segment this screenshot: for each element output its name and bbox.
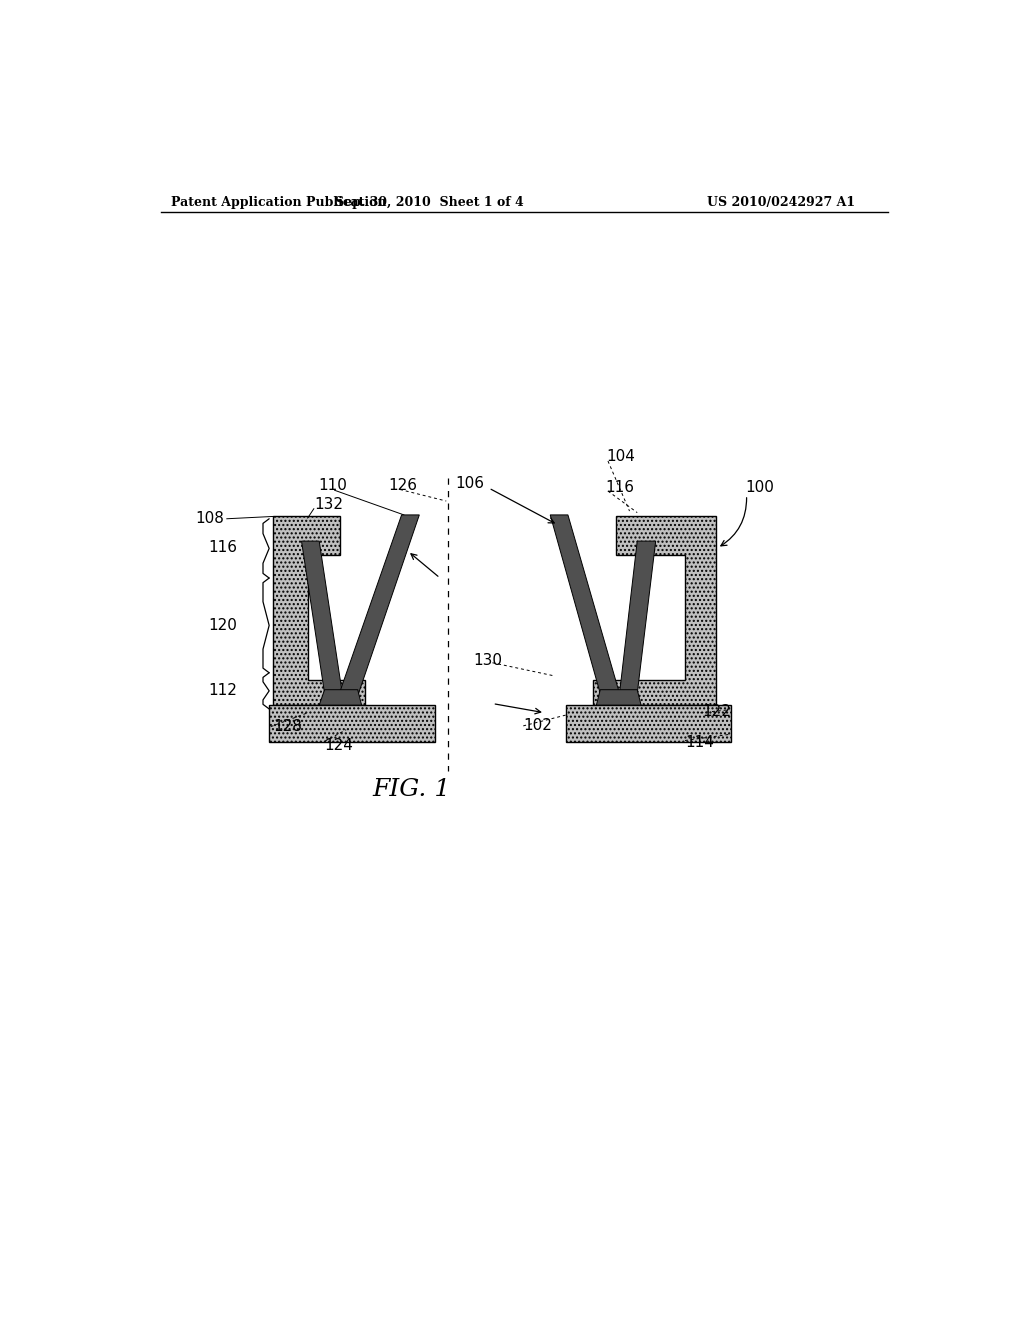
Text: 114: 114 bbox=[685, 734, 714, 750]
Text: 112: 112 bbox=[208, 682, 237, 698]
Text: 110: 110 bbox=[317, 478, 347, 494]
Text: 128: 128 bbox=[273, 719, 302, 734]
Polygon shape bbox=[620, 541, 655, 693]
Text: 108: 108 bbox=[196, 511, 224, 527]
Polygon shape bbox=[319, 689, 361, 705]
Text: 132: 132 bbox=[313, 498, 343, 512]
Text: FIG. 1: FIG. 1 bbox=[373, 779, 451, 801]
Text: 100: 100 bbox=[745, 479, 774, 495]
Text: 122: 122 bbox=[701, 704, 731, 719]
Polygon shape bbox=[550, 515, 620, 693]
Text: 116: 116 bbox=[208, 540, 237, 554]
Polygon shape bbox=[596, 689, 641, 705]
Text: 104: 104 bbox=[606, 449, 635, 463]
Polygon shape bbox=[593, 516, 716, 705]
Polygon shape bbox=[301, 541, 342, 693]
Text: 124: 124 bbox=[325, 738, 353, 752]
Text: Patent Application Publication: Patent Application Publication bbox=[171, 195, 386, 209]
Text: US 2010/0242927 A1: US 2010/0242927 A1 bbox=[707, 195, 855, 209]
Bar bbox=[269, 705, 435, 742]
Text: 130: 130 bbox=[473, 653, 502, 668]
Text: 102: 102 bbox=[523, 718, 552, 734]
Text: 106: 106 bbox=[456, 475, 484, 491]
Text: 126: 126 bbox=[388, 478, 418, 494]
Polygon shape bbox=[339, 515, 419, 696]
Text: 120: 120 bbox=[208, 618, 237, 632]
Polygon shape bbox=[273, 516, 366, 705]
Text: 116: 116 bbox=[605, 479, 635, 495]
Bar bbox=[565, 705, 731, 742]
Text: Sep. 30, 2010  Sheet 1 of 4: Sep. 30, 2010 Sheet 1 of 4 bbox=[335, 195, 523, 209]
